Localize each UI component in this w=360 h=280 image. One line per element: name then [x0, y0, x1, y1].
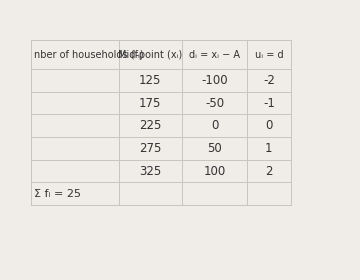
Text: 1: 1 [265, 142, 273, 155]
Text: 100: 100 [203, 165, 226, 178]
Text: -100: -100 [201, 74, 228, 87]
Text: 0: 0 [265, 119, 273, 132]
Text: -50: -50 [205, 97, 224, 110]
Text: -1: -1 [263, 97, 275, 110]
Text: Mid-point (xᵢ): Mid-point (xᵢ) [118, 50, 183, 60]
Text: -2: -2 [263, 74, 275, 87]
Text: 175: 175 [139, 97, 162, 110]
Text: 275: 275 [139, 142, 162, 155]
Text: Σ fᵢ = 25: Σ fᵢ = 25 [34, 189, 81, 199]
Text: 125: 125 [139, 74, 162, 87]
Text: 50: 50 [207, 142, 222, 155]
Bar [31, 40, 291, 205]
Text: uᵢ = d: uᵢ = d [255, 50, 283, 60]
Text: 325: 325 [139, 165, 161, 178]
Text: 225: 225 [139, 119, 162, 132]
Text: nber of households (fᵢ): nber of households (fᵢ) [35, 50, 144, 60]
Text: 2: 2 [265, 165, 273, 178]
Text: 0: 0 [211, 119, 218, 132]
Text: dᵢ = xᵢ − A: dᵢ = xᵢ − A [189, 50, 240, 60]
